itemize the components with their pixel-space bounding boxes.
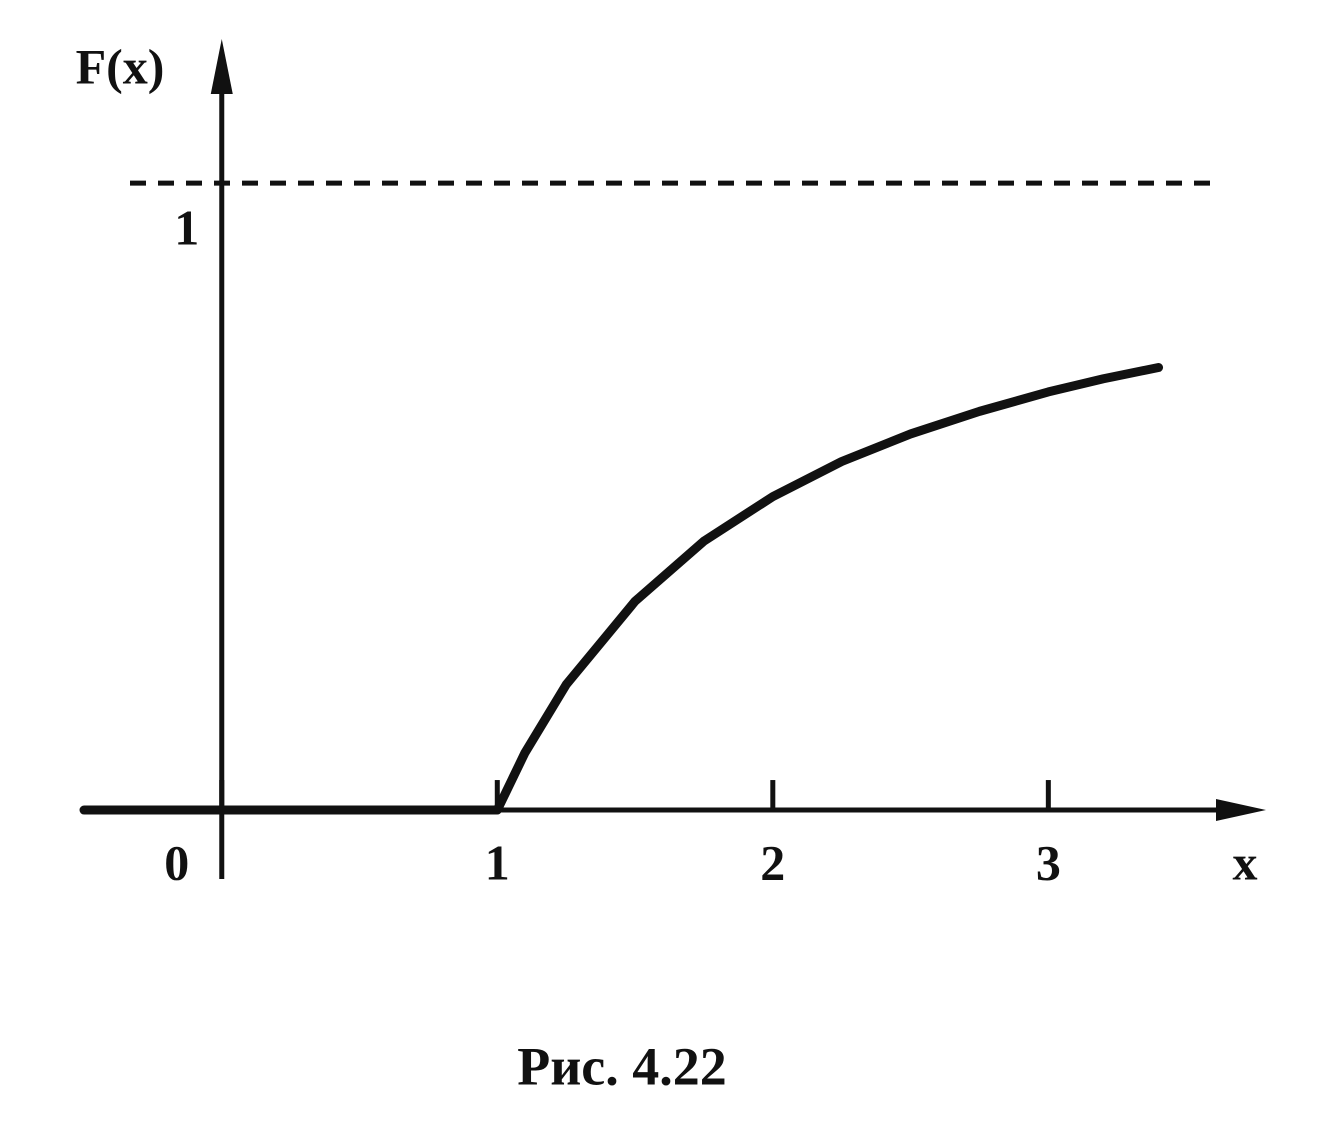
x-tick-label: 3	[1036, 835, 1061, 891]
x-tick-label: 1	[485, 835, 510, 891]
x-tick-label: 0	[164, 835, 189, 891]
y-axis-arrow	[210, 39, 233, 94]
x-axis-label: x	[1233, 834, 1258, 890]
y-tick-label: 1	[174, 200, 199, 256]
x-axis-arrow	[1216, 799, 1266, 822]
x-tick-label: 2	[760, 835, 785, 891]
y-axis-label: F(x)	[76, 38, 165, 94]
chart-title: Рис. 4.22	[517, 1036, 727, 1096]
line-series	[79, 362, 1164, 815]
